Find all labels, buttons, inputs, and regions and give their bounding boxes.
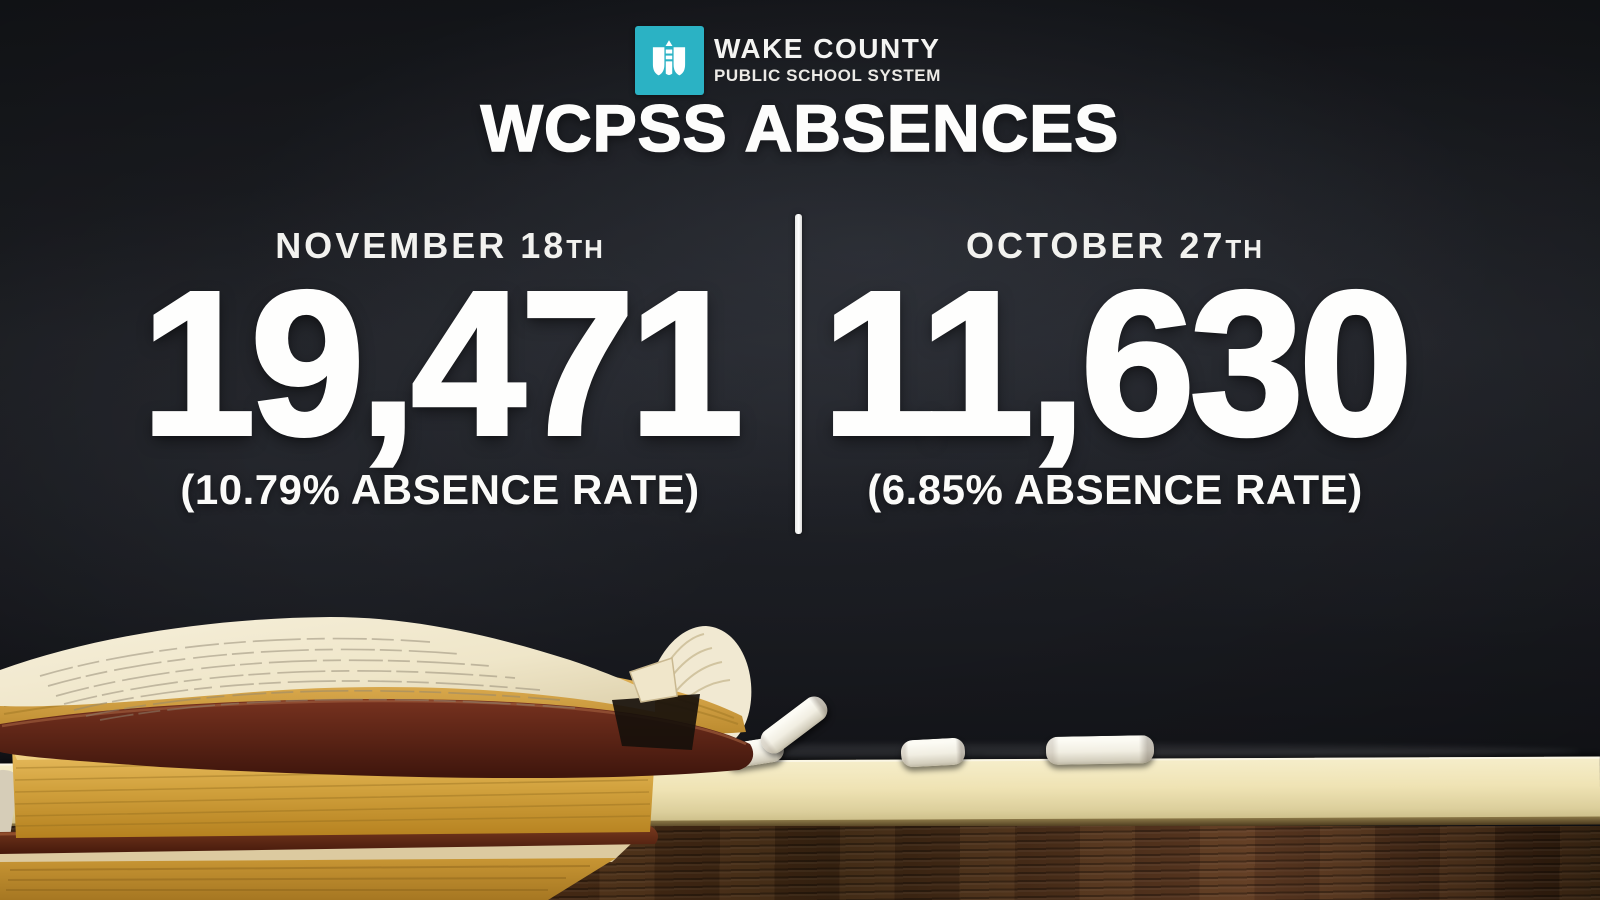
date-label: NOVEMBER 18TH [100, 228, 780, 264]
absence-rate: (10.79% ABSENCE RATE) [180, 465, 700, 513]
absence-count: 19,471 [139, 249, 745, 478]
chalk-piece-left-edge [0, 769, 18, 846]
open-book [0, 617, 754, 779]
date-suffix: TH [1225, 236, 1264, 264]
books-stack [0, 617, 754, 900]
date-label: OCTOBER 27TH [815, 228, 1415, 264]
logo-secondary-text: PUBLIC SCHOOL SYSTEM [713, 66, 942, 85]
logo-primary-text: WAKE COUNTY [713, 33, 941, 64]
logo-text: WAKE COUNTY PUBLIC SCHOOL SYSTEM [714, 35, 941, 86]
chalk-dust-smudge [980, 752, 1500, 758]
date-suffix: TH [566, 236, 605, 264]
comparison-right-column: OCTOBER 27TH 11,630 (6.85% ABSENCE RATE) [815, 228, 1415, 511]
absence-count: 11,630 [820, 249, 1415, 478]
comparison-left-column: NOVEMBER 18TH 19,471 (10.79% ABSENCE RAT… [100, 228, 780, 511]
page-title: WCPSS ABSENCES [480, 91, 1120, 165]
date-text: NOVEMBER 18 [275, 225, 567, 266]
absence-rate: (6.85% ABSENCE RATE) [867, 465, 1363, 513]
chalk-piece [1045, 735, 1155, 765]
chalk-piece [900, 737, 966, 768]
wake-county-logo: WAKE COUNTY PUBLIC SCHOOL SYSTEM [0, 26, 1588, 95]
column-divider [795, 214, 802, 534]
date-text: OCTOBER 27 [966, 225, 1226, 266]
wcpss-shield-icon [634, 26, 704, 95]
